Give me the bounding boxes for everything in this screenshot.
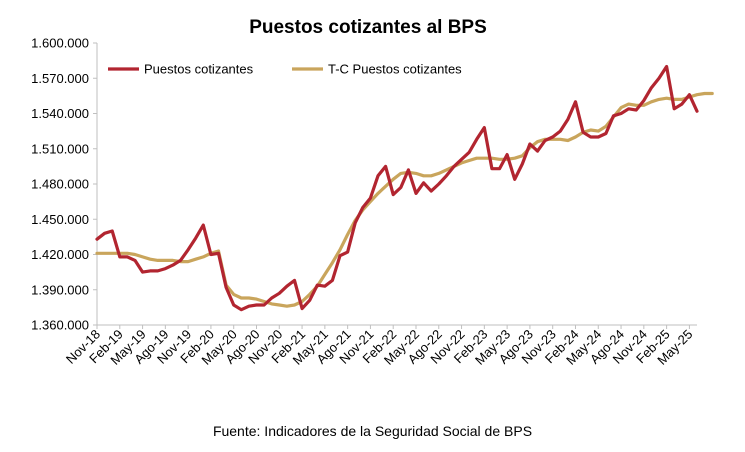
chart-title: Puestos cotizantes al BPS bbox=[249, 17, 487, 38]
y-tick-label: 1.390.000 bbox=[31, 282, 89, 297]
series-lines bbox=[95, 64, 714, 312]
source-note: Fuente: Indicadores de la Seguridad Soci… bbox=[212, 423, 533, 439]
legend: Puestos cotizantes T-C Puestos cotizantes bbox=[108, 62, 462, 77]
series-line-1 bbox=[95, 91, 714, 308]
y-tick-label: 1.420.000 bbox=[31, 247, 89, 262]
y-tick-label: 1.570.000 bbox=[31, 71, 89, 86]
y-tick-label: 1.510.000 bbox=[31, 141, 89, 156]
x-axis-ticks: Nov-18Feb-19May-19Ago-19Nov-19Feb-20May-… bbox=[63, 325, 696, 368]
series-points-1 bbox=[96, 93, 713, 307]
y-tick-label: 1.480.000 bbox=[31, 177, 89, 192]
legend-label: T-C Puestos cotizantes bbox=[328, 62, 462, 77]
y-tick-label: 1.540.000 bbox=[31, 106, 89, 121]
series-points-0 bbox=[96, 66, 698, 310]
series-line-0 bbox=[95, 64, 699, 312]
y-axis-ticks: 1.360.000 1.390.000 1.420.000 1.450.000 1.48… bbox=[31, 36, 97, 333]
y-tick-label: 1.600.000 bbox=[31, 36, 89, 51]
legend-label: Puestos cotizantes bbox=[144, 62, 254, 77]
y-tick-label: 1.360.000 bbox=[31, 318, 89, 333]
y-tick-label: 1.450.000 bbox=[31, 212, 89, 227]
